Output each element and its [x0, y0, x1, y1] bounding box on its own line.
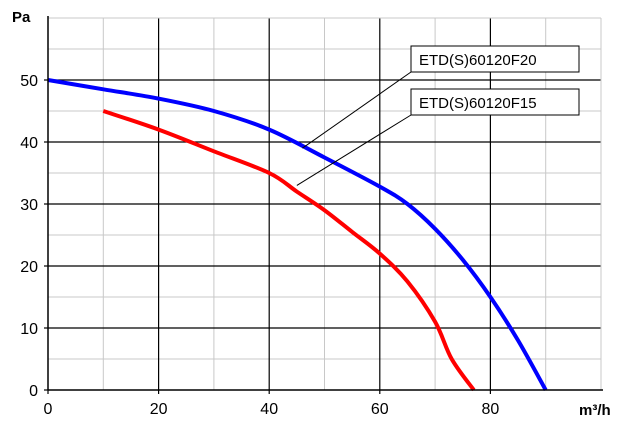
axes — [44, 16, 603, 394]
series-line-f20 — [47, 78, 548, 391]
series-lines — [47, 78, 548, 392]
callout-label: ETD(S)60120F20 — [419, 52, 537, 69]
callout-label: ETD(S)60120F15 — [419, 95, 537, 112]
y-tick-label: 40 — [20, 135, 38, 152]
y-tick-label: 0 — [29, 383, 38, 400]
x-axis-title: m³/h — [579, 402, 611, 419]
y-tick-label: 10 — [20, 321, 38, 338]
series-line-f15 — [102, 109, 476, 392]
x-tick-label: 20 — [150, 401, 168, 418]
x-tick-label: 0 — [44, 401, 53, 418]
callout-box — [410, 88, 580, 116]
legend-callout-f15: ETD(S)60120F15 — [296, 88, 580, 186]
y-tick-label: 50 — [20, 73, 38, 90]
tick-labels: 0 20 40 60 80 0 10 20 30 40 50 Pa m³/h — [12, 9, 611, 419]
callout-box — [410, 45, 580, 73]
y-tick-label: 20 — [20, 259, 38, 276]
y-axis-title: Pa — [12, 9, 31, 26]
legend-callouts: ETD(S)60120F20 ETD(S)60120F15 — [296, 45, 580, 186]
y-tick-label: 30 — [20, 197, 38, 214]
x-tick-label: 80 — [482, 401, 500, 418]
x-tick-label: 60 — [371, 401, 389, 418]
callout-leader-line — [302, 71, 412, 149]
legend-callout-f20: ETD(S)60120F20 — [302, 45, 580, 149]
x-tick-label: 40 — [260, 401, 278, 418]
callout-leader-line — [296, 114, 412, 186]
